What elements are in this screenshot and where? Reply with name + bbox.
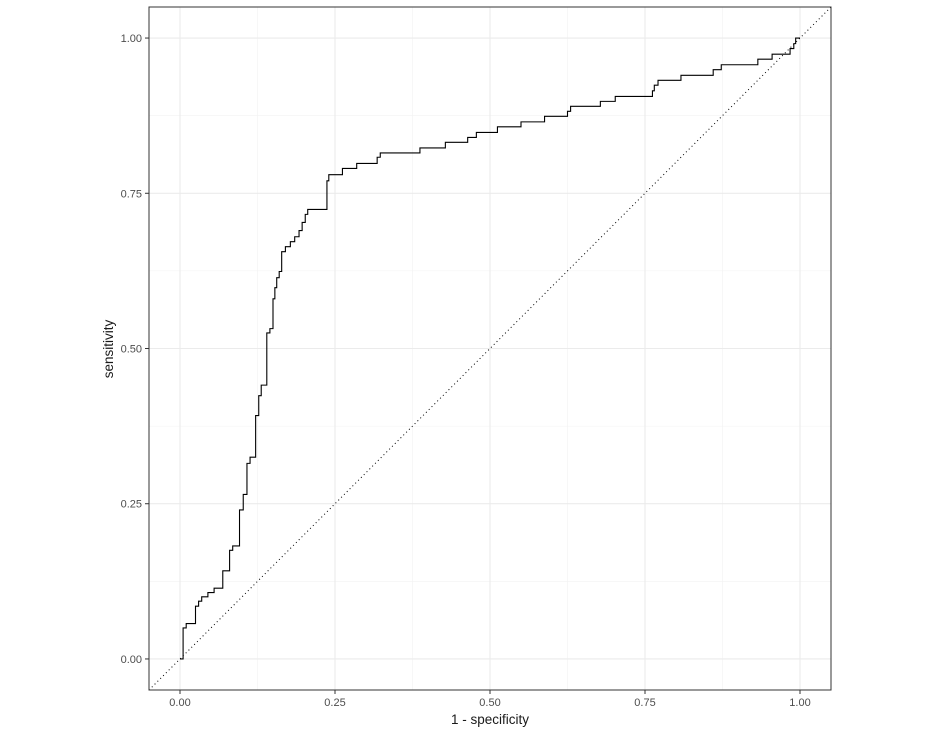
y-tick-label: 1.00: [121, 33, 142, 45]
x-tick-label: 0.00: [169, 697, 190, 709]
roc-curve-layer: [180, 37, 800, 660]
x-axis-title: 1 - specificity: [451, 712, 529, 727]
roc-curve: [180, 37, 800, 660]
y-tick-label: 0.75: [121, 188, 142, 200]
x-tick-label: 0.75: [634, 697, 655, 709]
grid: [149, 7, 831, 690]
x-axis: 0.00 0.25 0.50 0.75 1.00: [169, 690, 811, 709]
x-tick-label: 1.00: [789, 697, 810, 709]
reference-line: [148, 6, 832, 691]
x-tick-label: 0.25: [324, 697, 345, 709]
y-tick-label: 0.50: [121, 344, 142, 356]
y-tick-label: 0.25: [121, 499, 142, 511]
reference-diagonal: [148, 6, 832, 691]
y-axis-title: sensitivity: [101, 319, 116, 378]
y-axis: 0.00 0.25 0.50 0.75 1.00: [121, 33, 149, 666]
y-tick-label: 0.00: [121, 654, 142, 666]
x-tick-label: 0.50: [479, 697, 500, 709]
